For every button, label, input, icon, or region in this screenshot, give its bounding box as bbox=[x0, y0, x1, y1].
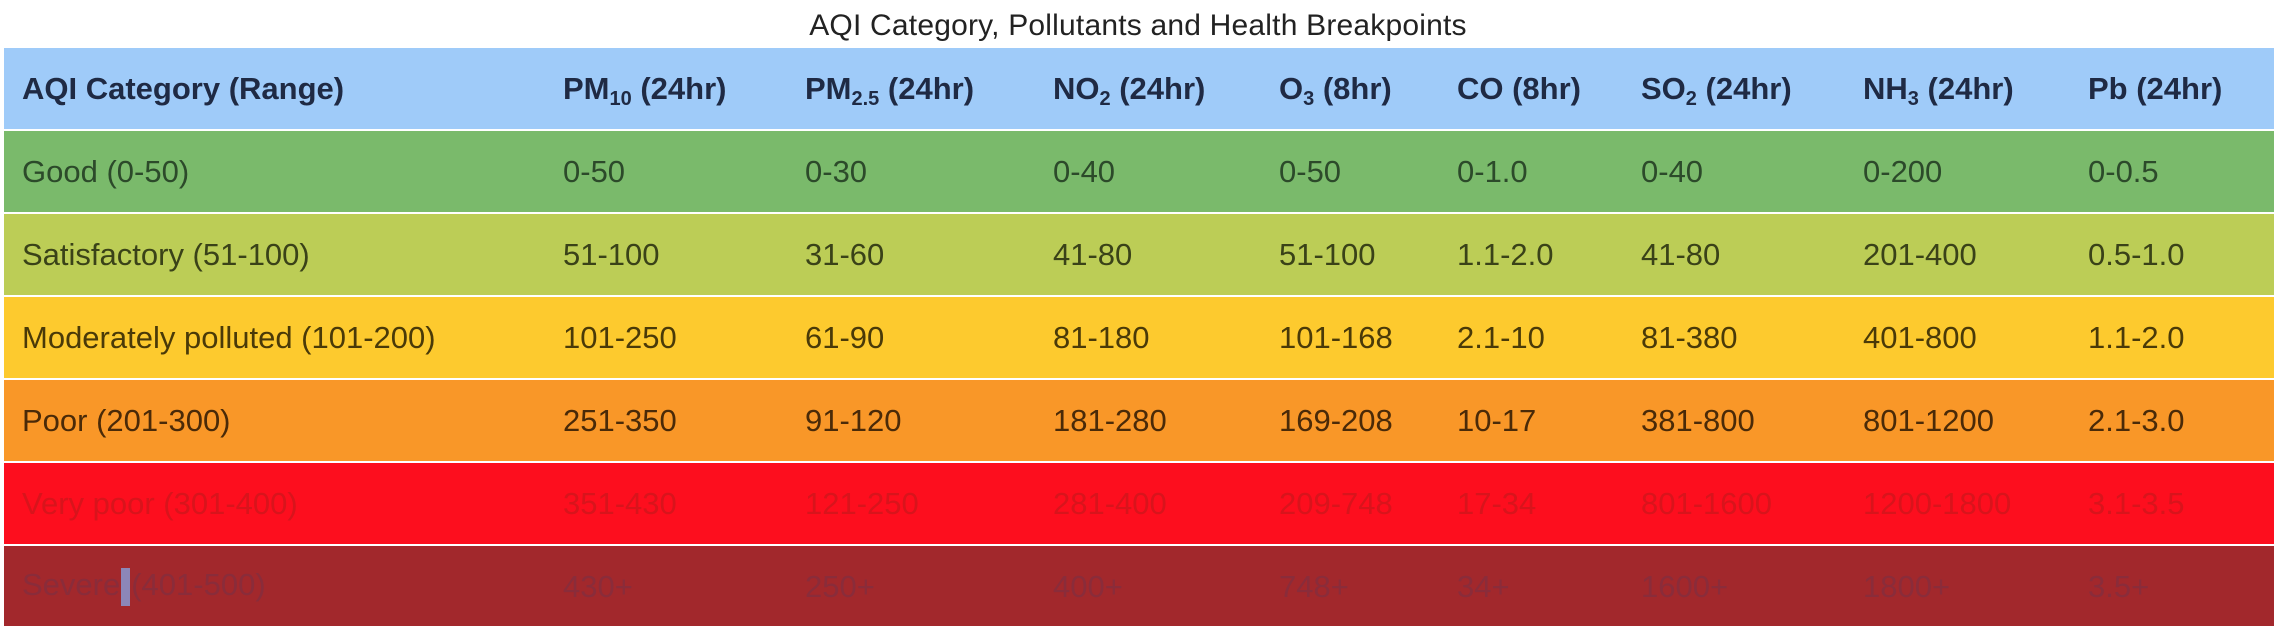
cell-no2: 0-40 bbox=[1035, 130, 1261, 214]
cell-co: 2.1-10 bbox=[1439, 296, 1623, 380]
category-text: Severe bbox=[22, 567, 121, 603]
header-row: AQI Category (Range) PM10 (24hr) PM2.5 (… bbox=[4, 48, 2274, 131]
cell-pb: 3.1-3.5 bbox=[2070, 462, 2274, 546]
header-pb: Pb (24hr) bbox=[2070, 48, 2274, 131]
cell-pm10: 51-100 bbox=[545, 213, 787, 297]
row-good: Good (0-50) 0-50 0-30 0-40 0-50 0-1.0 0-… bbox=[4, 130, 2274, 214]
cell-pm25: 61-90 bbox=[787, 296, 1035, 380]
cell-o3: 748+ bbox=[1261, 545, 1439, 626]
cell-no2: 41-80 bbox=[1035, 213, 1261, 297]
category-range-text: (401-500) bbox=[131, 567, 266, 603]
cell-co: 34+ bbox=[1439, 545, 1623, 626]
cell-pm25: 0-30 bbox=[787, 130, 1035, 214]
header-category: AQI Category (Range) bbox=[4, 48, 545, 131]
cell-no2: 81-180 bbox=[1035, 296, 1261, 380]
text-cursor bbox=[121, 567, 131, 606]
cell-pm25: 121-250 bbox=[787, 462, 1035, 546]
cell-so2: 801-1600 bbox=[1623, 462, 1845, 546]
cell-nh3: 801-1200 bbox=[1845, 379, 2070, 463]
cell-pb: 0.5-1.0 bbox=[2070, 213, 2274, 297]
row-severe: Severe (401-500) 430+ 250+ 400+ 748+ 34+ … bbox=[4, 545, 2274, 626]
cell-pm10: 101-250 bbox=[545, 296, 787, 380]
cell-o3: 169-208 bbox=[1261, 379, 1439, 463]
cell-o3: 51-100 bbox=[1261, 213, 1439, 297]
cell-pb: 1.1-2.0 bbox=[2070, 296, 2274, 380]
row-poor: Poor (201-300) 251-350 91-120 181-280 16… bbox=[4, 379, 2274, 463]
header-pm25: PM2.5 (24hr) bbox=[787, 48, 1035, 131]
cell-so2: 81-380 bbox=[1623, 296, 1845, 380]
cell-nh3: 1200-1800 bbox=[1845, 462, 2070, 546]
cell-no2: 281-400 bbox=[1035, 462, 1261, 546]
cell-pb: 0-0.5 bbox=[2070, 130, 2274, 214]
row-moderately-polluted: Moderately polluted (101-200) 101-250 61… bbox=[4, 296, 2274, 380]
cell-pm10: 430+ bbox=[545, 545, 787, 626]
cell-co: 10-17 bbox=[1439, 379, 1623, 463]
row-very-poor: Very poor (301-400) 351-430 121-250 281-… bbox=[4, 462, 2274, 546]
cell-so2: 0-40 bbox=[1623, 130, 1845, 214]
cell-nh3: 201-400 bbox=[1845, 213, 2070, 297]
cell-pm10: 0-50 bbox=[545, 130, 787, 214]
cell-nh3: 401-800 bbox=[1845, 296, 2070, 380]
row-satisfactory: Satisfactory (51-100) 51-100 31-60 41-80… bbox=[4, 213, 2274, 297]
cell-no2: 400+ bbox=[1035, 545, 1261, 626]
cell-pb: 3.5+ bbox=[2070, 545, 2274, 626]
cell-o3: 101-168 bbox=[1261, 296, 1439, 380]
header-no2: NO2 (24hr) bbox=[1035, 48, 1261, 131]
cell-category: Good (0-50) bbox=[4, 130, 545, 214]
cell-category: Poor (201-300) bbox=[4, 379, 545, 463]
cell-co: 1.1-2.0 bbox=[1439, 213, 1623, 297]
cell-nh3: 0-200 bbox=[1845, 130, 2070, 214]
table-title: AQI Category, Pollutants and Health Brea… bbox=[809, 9, 1467, 42]
cell-so2: 1600+ bbox=[1623, 545, 1845, 626]
cell-nh3: 1800+ bbox=[1845, 545, 2070, 626]
cell-pm25: 91-120 bbox=[787, 379, 1035, 463]
cell-pm25: 31-60 bbox=[787, 213, 1035, 297]
header-so2: SO2 (24hr) bbox=[1623, 48, 1845, 131]
header-o3: O3 (8hr) bbox=[1261, 48, 1439, 131]
cell-no2: 181-280 bbox=[1035, 379, 1261, 463]
cell-pb: 2.1-3.0 bbox=[2070, 379, 2274, 463]
cell-category: Satisfactory (51-100) bbox=[4, 213, 545, 297]
cell-pm10: 351-430 bbox=[545, 462, 787, 546]
cell-co: 17-34 bbox=[1439, 462, 1623, 546]
cell-co: 0-1.0 bbox=[1439, 130, 1623, 214]
header-pm10: PM10 (24hr) bbox=[545, 48, 787, 131]
cell-pm25: 250+ bbox=[787, 545, 1035, 626]
aqi-table: AQI Category (Range) PM10 (24hr) PM2.5 (… bbox=[4, 48, 2274, 626]
cell-category: Moderately polluted (101-200) bbox=[4, 296, 545, 380]
cell-pm10: 251-350 bbox=[545, 379, 787, 463]
cell-so2: 381-800 bbox=[1623, 379, 1845, 463]
header-co: CO (8hr) bbox=[1439, 48, 1623, 131]
header-nh3: NH3 (24hr) bbox=[1845, 48, 2070, 131]
cell-o3: 0-50 bbox=[1261, 130, 1439, 214]
cell-o3: 209-748 bbox=[1261, 462, 1439, 546]
cell-so2: 41-80 bbox=[1623, 213, 1845, 297]
cell-category: Very poor (301-400) bbox=[4, 462, 545, 546]
cell-category[interactable]: Severe (401-500) bbox=[4, 545, 545, 626]
